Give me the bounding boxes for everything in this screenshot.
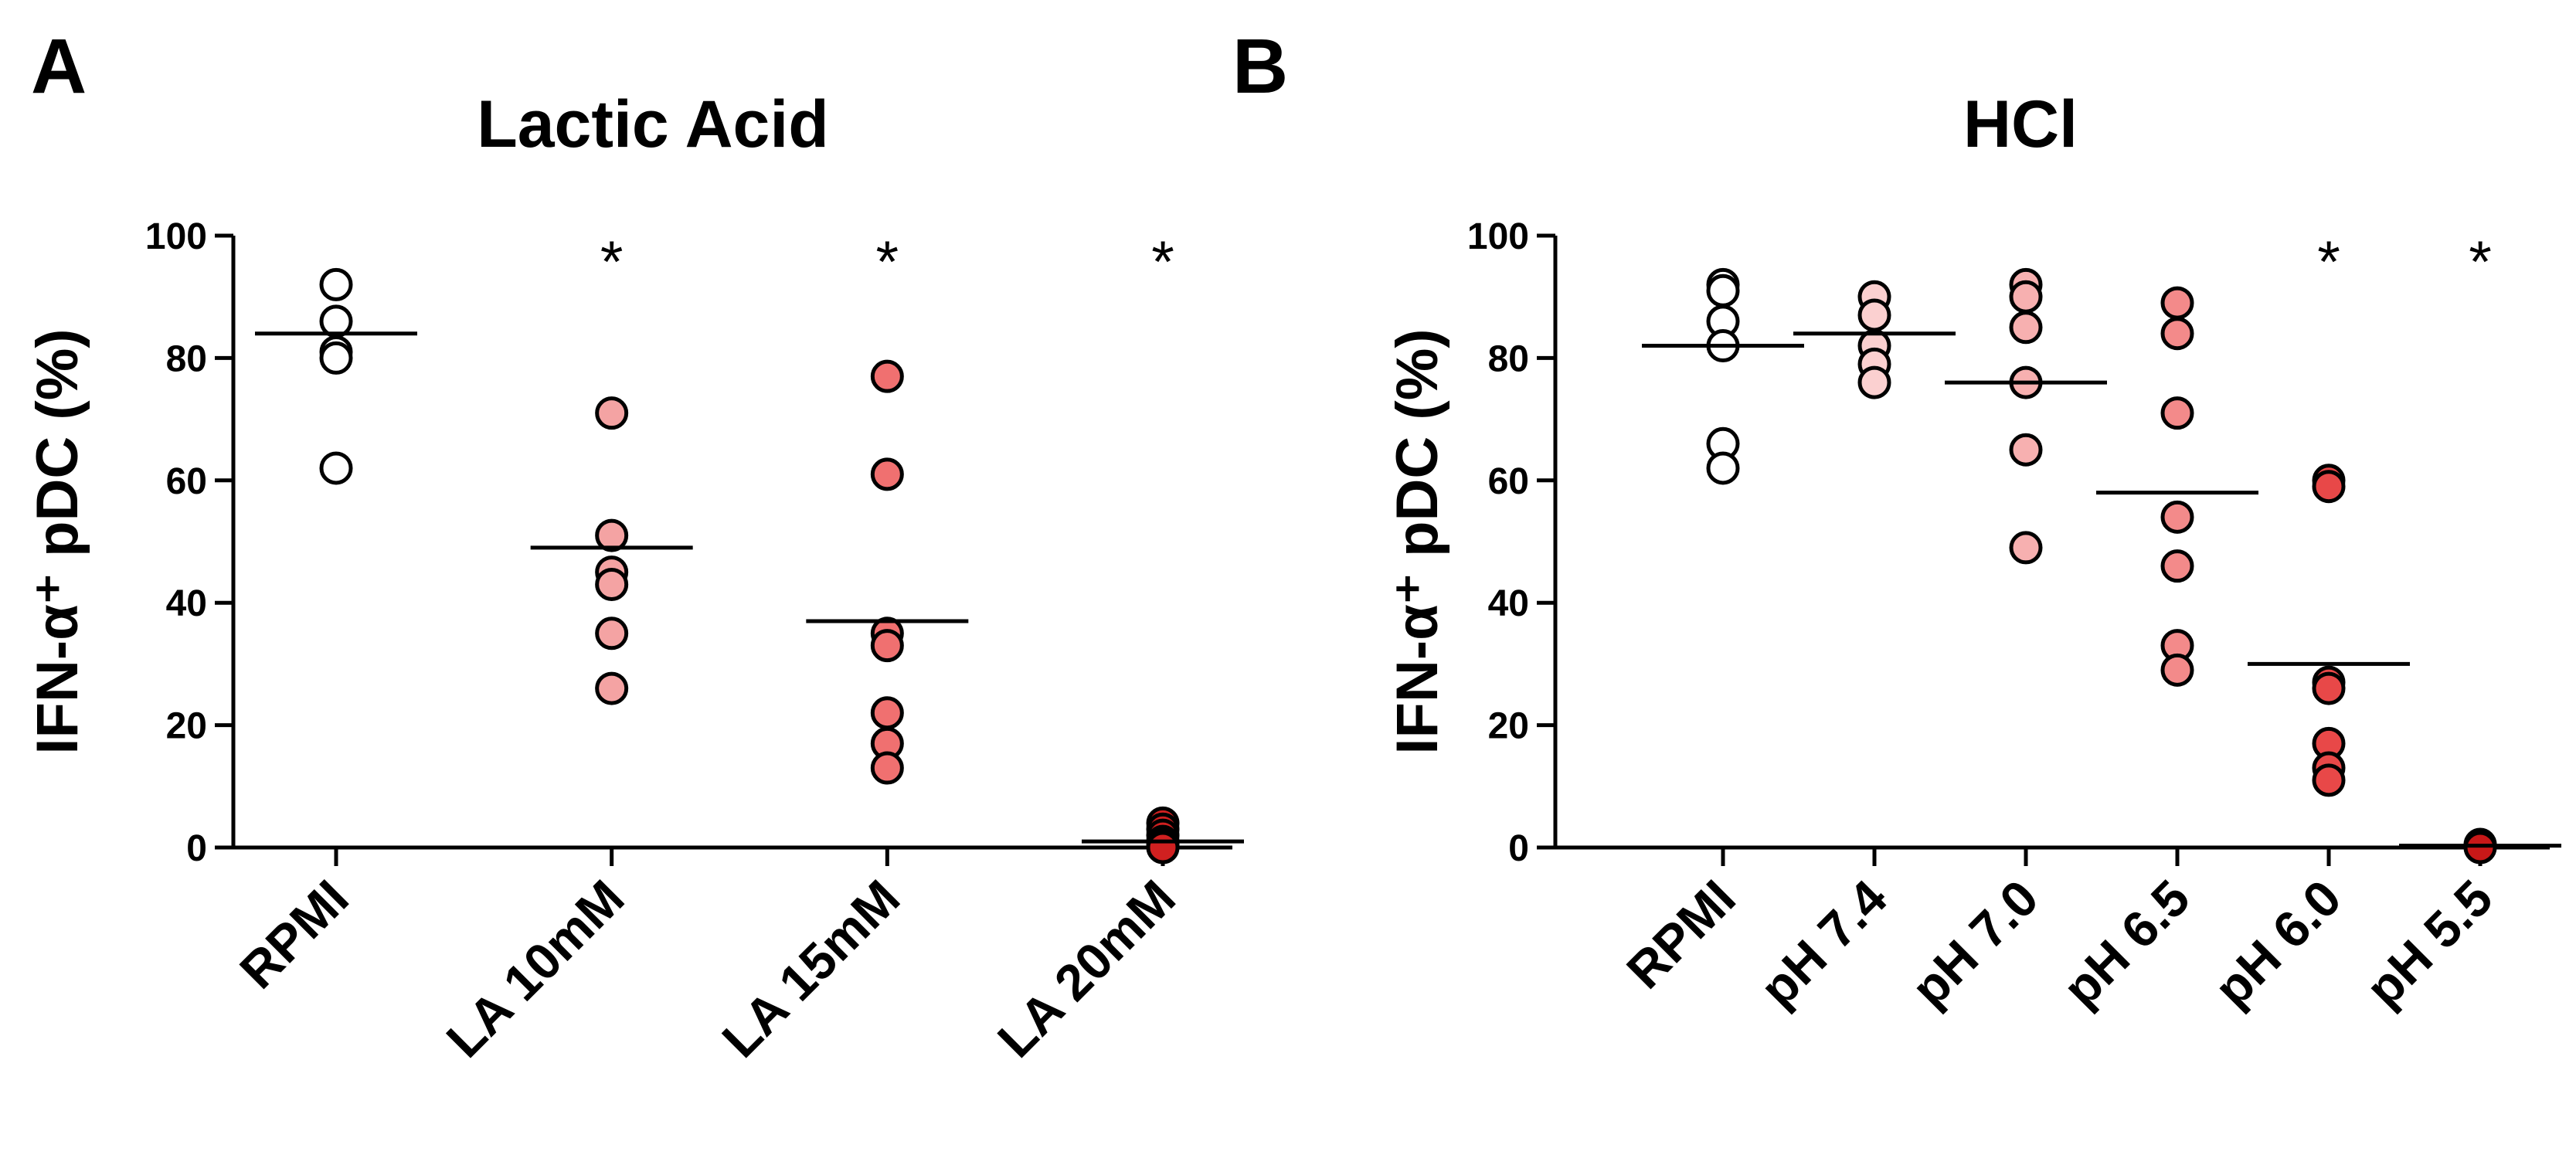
panel-b: B HCl IFN-α⁺ pDC (%) 0 20 40 60 80 100 RPMI pH 7.4… xyxy=(1232,23,2561,1017)
significance-marker: * xyxy=(1151,229,1174,295)
data-point xyxy=(2160,500,2194,534)
data-point xyxy=(2160,549,2194,583)
x-tick-label: pH 7.0 xyxy=(1901,869,2049,1017)
data-point xyxy=(870,751,904,785)
data-point xyxy=(2160,396,2194,430)
data-point xyxy=(319,451,353,485)
significance-marker: * xyxy=(600,229,624,295)
x-tick-label: pH 6.0 xyxy=(2204,869,2352,1017)
data-point xyxy=(870,359,904,393)
data-point xyxy=(2160,653,2194,687)
data-point xyxy=(595,518,629,552)
data-point xyxy=(319,341,353,375)
chart-title: Lactic Acid xyxy=(477,87,829,161)
y-tick-label: 40 xyxy=(166,583,207,624)
x-tick-label: RPMI xyxy=(229,869,359,1000)
data-point xyxy=(1706,273,1740,307)
data-point xyxy=(595,396,629,430)
x-tick-label: LA 15mM xyxy=(711,869,910,1068)
data-point xyxy=(2312,671,2346,705)
y-tick-label: 80 xyxy=(1488,338,1529,379)
y-tick-label: 0 xyxy=(186,828,207,869)
data-point xyxy=(595,617,629,651)
data-point xyxy=(2009,311,2043,345)
data-point xyxy=(1857,365,1891,399)
data-point xyxy=(870,696,904,730)
chart-title: HCl xyxy=(1963,87,2078,161)
significance-marker: * xyxy=(2317,229,2340,295)
y-tick-label: 60 xyxy=(166,461,207,502)
y-tick-label: 100 xyxy=(145,216,207,257)
data-point xyxy=(2160,286,2194,320)
panel-letter: B xyxy=(1232,23,1288,110)
x-tick-label: pH 7.4 xyxy=(1749,868,1898,1017)
data-point xyxy=(1706,451,1740,485)
data-point xyxy=(1857,298,1891,332)
y-tick-label: 0 xyxy=(1508,828,1529,869)
y-axis-label: IFN-α⁺ pDC (%) xyxy=(1385,328,1450,754)
data-point xyxy=(2312,470,2346,504)
data-point xyxy=(870,457,904,491)
significance-marker: * xyxy=(876,229,899,295)
x-tick-label: pH 5.5 xyxy=(2355,869,2503,1017)
panel-letter: A xyxy=(31,23,87,110)
y-tick-label: 20 xyxy=(166,706,207,747)
y-tick-label: 40 xyxy=(1488,583,1529,624)
y-tick-label: 100 xyxy=(1467,216,1529,257)
data-point xyxy=(2009,280,2043,314)
data-point xyxy=(319,304,353,338)
data-point xyxy=(595,671,629,705)
data-point xyxy=(319,267,353,301)
x-tick-label: pH 6.5 xyxy=(2052,869,2200,1017)
y-tick-label: 80 xyxy=(166,338,207,379)
data-point xyxy=(2009,531,2043,565)
significance-marker: * xyxy=(2469,229,2492,295)
y-tick-label: 60 xyxy=(1488,461,1529,502)
panel-a: A Lactic Acid IFN-α⁺ pDC (%) 0 20 40 60 80 100 RP… xyxy=(25,23,1244,1068)
data-point xyxy=(870,629,904,663)
y-axis-label: IFN-α⁺ pDC (%) xyxy=(25,328,90,754)
y-tick-label: 20 xyxy=(1488,706,1529,747)
x-tick-label: LA 10mM xyxy=(436,869,635,1068)
x-tick-label: LA 20mM xyxy=(987,869,1186,1068)
data-point xyxy=(595,567,629,601)
data-point xyxy=(2312,763,2346,797)
data-point xyxy=(2160,317,2194,351)
x-tick-label: RPMI xyxy=(1616,869,1746,1000)
data-point xyxy=(2009,433,2043,467)
data-point xyxy=(1146,831,1180,865)
